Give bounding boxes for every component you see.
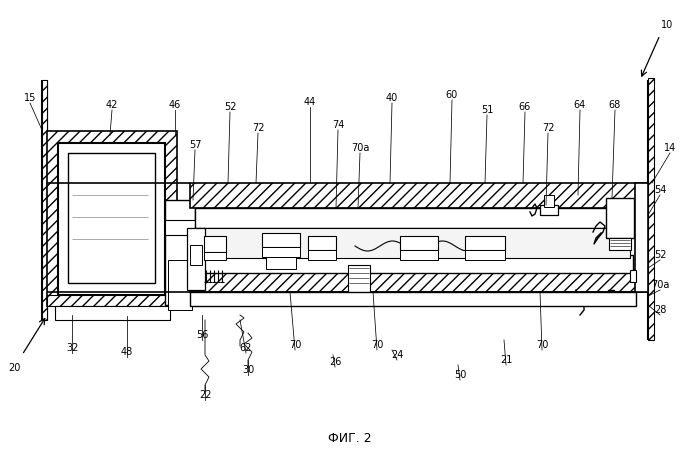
Text: 52: 52 [224, 102, 237, 112]
Text: 48: 48 [121, 347, 133, 357]
Text: 40: 40 [386, 93, 398, 103]
Bar [262, 247, 300, 257]
Bar [165, 220, 195, 235]
Text: 74: 74 [332, 120, 344, 130]
Text: 28: 28 [654, 305, 666, 315]
Bar [648, 78, 654, 340]
Text: 57: 57 [189, 140, 202, 150]
Text: 72: 72 [542, 123, 554, 133]
Text: 68: 68 [609, 100, 621, 110]
Text: 52: 52 [654, 250, 666, 260]
Bar [195, 208, 633, 228]
Bar [58, 143, 165, 295]
Bar [47, 295, 177, 306]
Text: 70: 70 [371, 340, 383, 350]
Bar [68, 153, 155, 283]
Bar [308, 250, 336, 260]
Text: 22: 22 [199, 390, 211, 400]
Bar [465, 236, 505, 250]
Text: 70a: 70a [351, 143, 369, 153]
Bar [308, 236, 336, 250]
Bar [204, 252, 226, 260]
Text: 20: 20 [8, 363, 20, 373]
Bar [190, 270, 636, 292]
Bar [400, 250, 438, 260]
Bar [190, 183, 636, 208]
Bar [200, 228, 630, 258]
Text: 24: 24 [391, 350, 403, 360]
Bar [195, 255, 633, 273]
Bar [42, 80, 47, 320]
Bar [630, 270, 636, 282]
Bar [190, 292, 636, 306]
Text: 21: 21 [500, 355, 512, 365]
Bar [609, 238, 631, 250]
Bar [606, 198, 634, 238]
Bar [635, 183, 648, 292]
Text: 70a: 70a [651, 280, 669, 290]
Bar [47, 131, 177, 306]
Bar [204, 236, 226, 252]
Bar [262, 233, 300, 247]
Text: 66: 66 [519, 102, 531, 112]
Bar [266, 257, 296, 269]
Text: 10: 10 [661, 20, 673, 30]
Text: 50: 50 [454, 370, 466, 380]
Bar [400, 236, 438, 250]
Text: 42: 42 [106, 100, 118, 110]
Text: 46: 46 [169, 100, 181, 110]
Text: 70: 70 [536, 340, 548, 350]
Text: 15: 15 [24, 93, 36, 103]
Text: 72: 72 [252, 123, 264, 133]
Text: 30: 30 [242, 365, 254, 375]
Text: 60: 60 [446, 90, 458, 100]
Text: 62: 62 [240, 343, 252, 353]
Text: ФИГ. 2: ФИГ. 2 [328, 431, 372, 444]
Text: 44: 44 [304, 97, 316, 107]
Bar [165, 200, 195, 305]
Bar [465, 250, 505, 260]
Text: 51: 51 [481, 105, 493, 115]
Bar [187, 228, 205, 290]
Bar [190, 245, 202, 265]
Text: 56: 56 [196, 330, 208, 340]
Text: 70: 70 [289, 340, 301, 350]
Bar [348, 265, 370, 293]
Text: 26: 26 [329, 357, 341, 367]
Text: 14: 14 [664, 143, 676, 153]
Text: 54: 54 [654, 185, 666, 195]
Bar [168, 260, 192, 310]
Text: 64: 64 [574, 100, 586, 110]
Bar [55, 306, 170, 320]
Text: 32: 32 [66, 343, 78, 353]
Bar [540, 205, 558, 215]
Bar [544, 195, 554, 207]
